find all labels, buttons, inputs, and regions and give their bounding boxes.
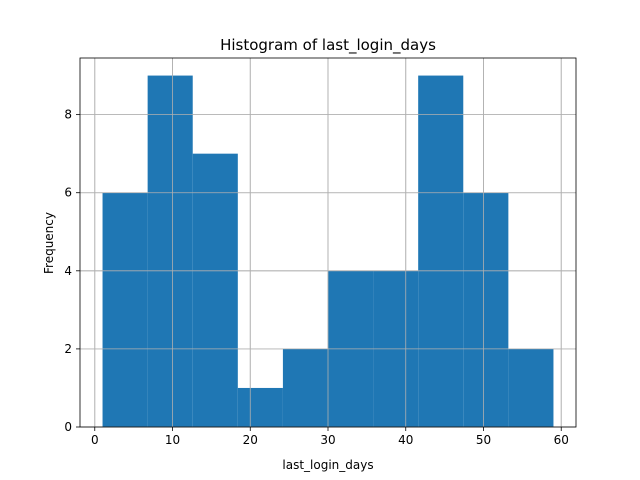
x-tick-label: 20 bbox=[243, 433, 258, 447]
x-tick-label: 10 bbox=[165, 433, 180, 447]
histogram-bars bbox=[80, 58, 576, 428]
histogram-bar bbox=[102, 192, 148, 427]
chart-title: Histogram of last_login_days bbox=[220, 36, 436, 55]
y-tick-label: 2 bbox=[64, 342, 72, 356]
ticks: 0 10 20 30 40 50 60 0 2 4 6 8 bbox=[64, 108, 569, 447]
x-tick-label: 0 bbox=[91, 433, 99, 447]
histogram-bar bbox=[192, 153, 238, 427]
x-tick-label: 50 bbox=[476, 433, 491, 447]
histogram-bar bbox=[508, 348, 554, 427]
x-tick-label: 30 bbox=[320, 433, 335, 447]
x-tick-label: 60 bbox=[554, 433, 569, 447]
x-axis-label: last_login_days bbox=[282, 458, 373, 472]
histogram-bar bbox=[282, 348, 328, 427]
x-tick-label: 40 bbox=[398, 433, 413, 447]
y-tick-label: 6 bbox=[64, 186, 72, 200]
histogram-bar bbox=[463, 192, 509, 427]
histogram-bar bbox=[237, 387, 283, 427]
y-tick-label: 4 bbox=[64, 264, 72, 278]
y-tick-label: 8 bbox=[64, 108, 72, 122]
y-axis-label: Frequency bbox=[42, 212, 56, 274]
histogram-bar bbox=[418, 75, 464, 428]
histogram-bar bbox=[147, 75, 193, 428]
y-tick-label: 0 bbox=[64, 420, 72, 434]
